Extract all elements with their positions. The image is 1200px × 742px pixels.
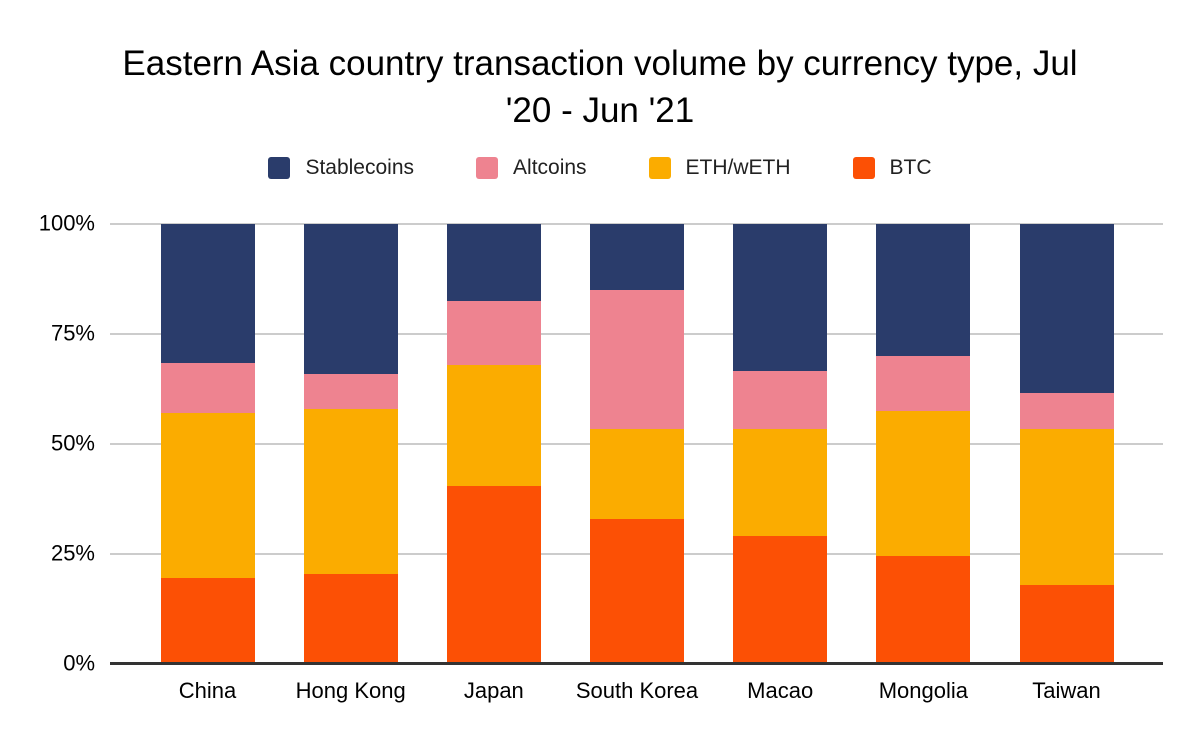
- x-axis-label-taiwan: Taiwan: [1032, 678, 1101, 703]
- x-axis-label-south-korea: South Korea: [575, 678, 699, 703]
- x-axis-label-japan: Japan: [463, 678, 524, 703]
- legend-item-btc: BTC: [852, 156, 932, 180]
- y-axis-label-100: 100%: [38, 210, 95, 236]
- x-axis-label-china: China: [178, 678, 237, 703]
- bar-segment-mongolia-altcoins: [876, 356, 971, 411]
- bar-segment-china-btc: [160, 578, 255, 664]
- bar-segment-hong-kong-stablecoins: [303, 224, 398, 374]
- bar-segment-south-korea-eth-weth: [590, 428, 684, 519]
- bar-japan: [446, 224, 541, 664]
- legend-item-altcoins: Altcoins: [476, 156, 587, 180]
- bar-segment-south-korea-btc: [590, 518, 684, 664]
- bar-segment-mongolia-eth-weth: [876, 411, 971, 557]
- legend-label: BTC: [889, 156, 932, 179]
- bar-china: [160, 224, 255, 664]
- legend-swatch-stablecoins: [268, 157, 291, 179]
- y-axis-label-50: 50%: [50, 430, 95, 456]
- bar-segment-taiwan-eth-weth: [1019, 428, 1114, 585]
- y-axis-label-75: 75%: [50, 320, 95, 346]
- bar-segment-mongolia-btc: [876, 556, 971, 664]
- bar-segment-macao-stablecoins: [733, 224, 828, 372]
- bar-segment-hong-kong-btc: [303, 573, 398, 664]
- bar-segment-macao-altcoins: [733, 371, 828, 429]
- legend-swatch-btc: [852, 157, 875, 179]
- bar-segment-taiwan-stablecoins: [1019, 224, 1114, 394]
- bar-taiwan: [1019, 224, 1114, 664]
- legend-item-eth-weth: ETH/wETH: [648, 156, 791, 180]
- x-axis-label-macao: Macao: [747, 678, 814, 703]
- bar-segment-china-altcoins: [160, 362, 255, 414]
- bar-segment-japan-stablecoins: [446, 224, 541, 301]
- bar-segment-taiwan-btc: [1019, 584, 1114, 664]
- bar-segment-mongolia-stablecoins: [876, 224, 971, 356]
- bar-segment-hong-kong-altcoins: [303, 373, 398, 409]
- bar-segment-taiwan-altcoins: [1019, 393, 1114, 429]
- bar-segment-japan-eth-weth: [446, 364, 541, 486]
- legend-label: ETH/wETH: [685, 156, 791, 179]
- x-axis-label-hong-kong: Hong Kong: [295, 678, 406, 703]
- bar-segment-macao-btc: [733, 536, 828, 664]
- legend-label: Stablecoins: [305, 156, 415, 179]
- bar-hong-kong: [303, 224, 398, 664]
- legend-swatch-eth-weth: [648, 157, 671, 179]
- y-axis-label-0: 0%: [63, 650, 95, 676]
- bar-segment-south-korea-stablecoins: [590, 224, 684, 290]
- bar-segment-hong-kong-eth-weth: [303, 408, 398, 574]
- legend-label: Altcoins: [513, 156, 587, 179]
- bar-macao: [733, 224, 828, 664]
- bar-segment-china-eth-weth: [160, 413, 255, 579]
- bar-segment-china-stablecoins: [160, 224, 255, 363]
- bar-segment-south-korea-altcoins: [590, 290, 684, 429]
- legend: Stablecoins Altcoins ETH/wETH BTC: [0, 156, 1200, 180]
- chart-title: Eastern Asia country transaction volume …: [122, 44, 1078, 130]
- bar-mongolia: [876, 224, 971, 664]
- bar-south-korea: [590, 224, 684, 664]
- legend-item-stablecoins: Stablecoins: [268, 156, 414, 180]
- bar-segment-japan-btc: [446, 485, 541, 664]
- x-axis-label-mongolia: Mongolia: [878, 678, 968, 703]
- y-axis-label-25: 25%: [50, 540, 95, 566]
- legend-swatch-altcoins: [476, 157, 499, 179]
- plot-area: [110, 223, 1163, 665]
- x-axis-line: [110, 662, 1163, 665]
- bar-segment-macao-eth-weth: [733, 428, 828, 537]
- bar-segment-japan-altcoins: [446, 301, 541, 365]
